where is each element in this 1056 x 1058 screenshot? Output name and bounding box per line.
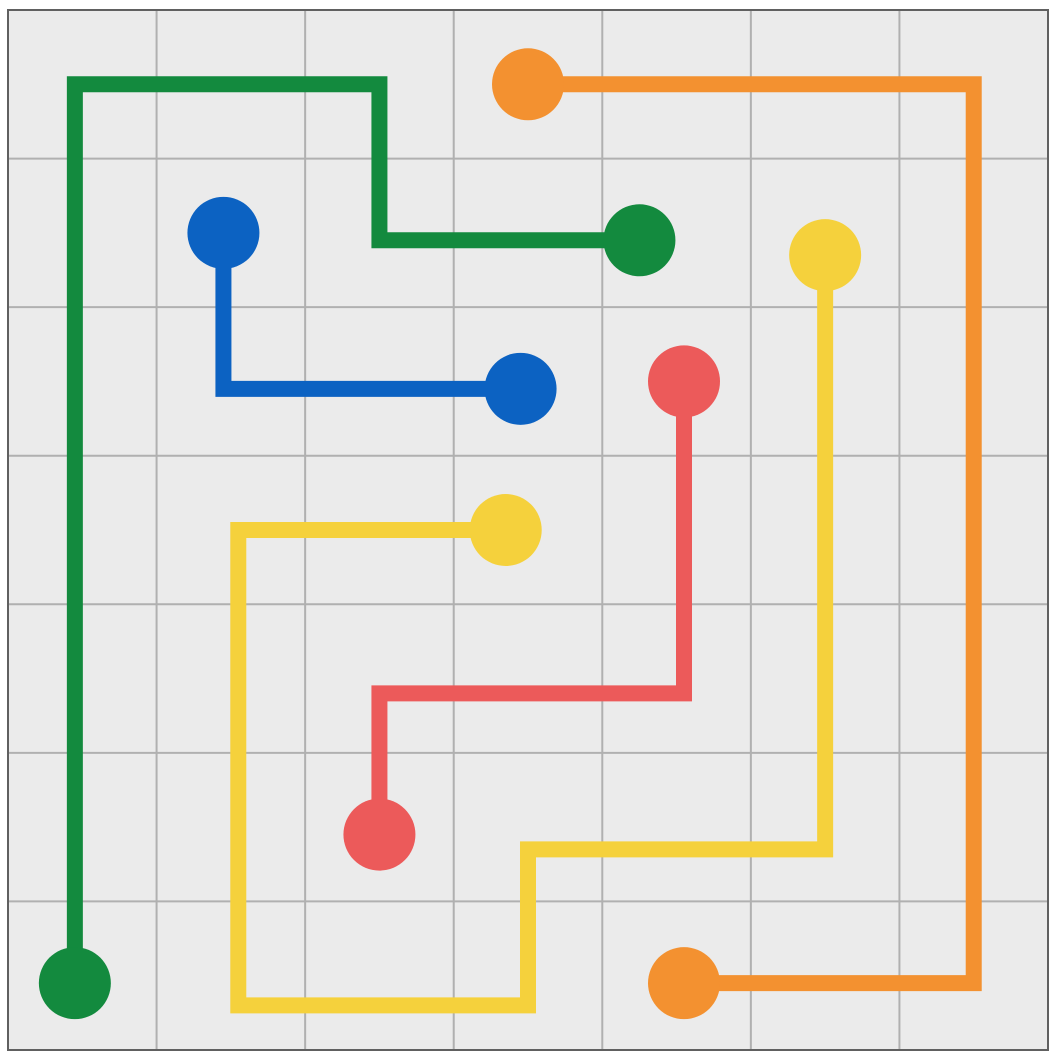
endpoint-blue-2[interactable] (484, 352, 557, 425)
board-border (7, 9, 1049, 1051)
flow-endpoints[interactable] (38, 48, 862, 1020)
flow-path-blue[interactable] (215, 224, 529, 397)
endpoint-green-1[interactable] (38, 947, 111, 1020)
endpoint-orange-1[interactable] (492, 48, 564, 121)
endpoint-red-1[interactable] (648, 345, 720, 418)
endpoint-yellow-1[interactable] (789, 219, 862, 292)
flow-path-yellow[interactable] (230, 247, 834, 1014)
flow-paths[interactable] (66, 76, 982, 1014)
endpoint-green-2[interactable] (603, 204, 676, 277)
flow-path-orange[interactable] (520, 76, 982, 992)
flow-path-red[interactable] (371, 373, 692, 843)
endpoint-red-2[interactable] (343, 798, 416, 871)
flow-path-green[interactable] (66, 76, 648, 992)
endpoint-yellow-2[interactable] (469, 494, 542, 566)
endpoint-blue-1[interactable] (187, 196, 260, 269)
endpoint-orange-2[interactable] (648, 947, 720, 1020)
